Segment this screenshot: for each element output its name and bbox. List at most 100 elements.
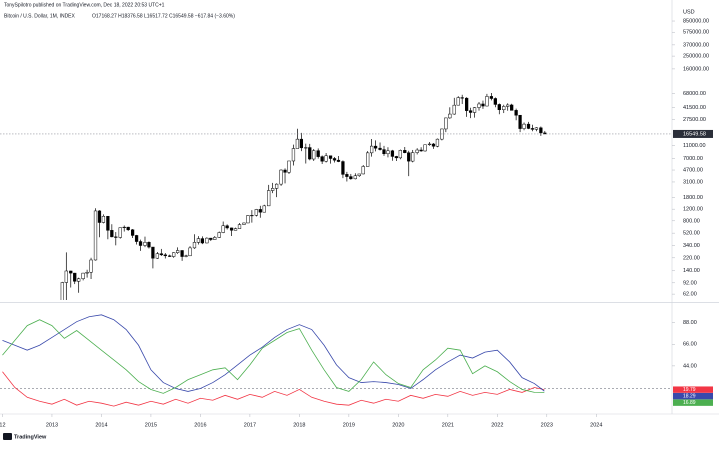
candle-body — [217, 232, 221, 238]
last-value-box — [673, 392, 713, 400]
candle-body — [271, 188, 275, 191]
candle-body — [229, 227, 234, 231]
candle-body — [184, 255, 188, 257]
candle-body — [159, 253, 163, 256]
candle-body — [534, 127, 539, 130]
last-price-box — [673, 129, 713, 138]
x-tick-label: 2021 — [442, 422, 454, 428]
symbol-title: Bitcoin / U.S. Dollar, 1M, INDEX — [4, 13, 76, 19]
candle-body — [213, 237, 217, 240]
last-value-box — [673, 386, 713, 393]
candle-body — [274, 183, 279, 189]
candle-body — [106, 215, 110, 231]
candle-body — [357, 173, 361, 177]
candle-body — [398, 150, 402, 159]
candle-body — [332, 158, 337, 161]
candle-body — [225, 225, 229, 229]
candle-body — [530, 128, 535, 130]
candle-body — [489, 96, 494, 99]
candle-body — [366, 152, 370, 167]
candle-body — [138, 241, 143, 246]
candle-body — [155, 253, 159, 259]
candle-body — [221, 225, 225, 233]
candle-body — [506, 104, 510, 107]
candle-body — [304, 147, 308, 149]
candle-body — [361, 166, 365, 175]
y-tick-label: 44.00 — [683, 363, 697, 369]
candle-body — [411, 152, 415, 162]
candle-body — [267, 190, 271, 207]
watermark: TradingView — [14, 434, 47, 440]
y-tick-label: 520.00 — [683, 231, 700, 237]
candle-body — [258, 209, 262, 213]
candle-body — [64, 270, 68, 283]
candle-body — [324, 155, 328, 162]
candle-body — [497, 104, 501, 110]
y-tick-label: 4700.00 — [683, 167, 703, 173]
candle-body — [468, 110, 473, 113]
candle-body — [382, 149, 386, 155]
y-tick-label: 1800.00 — [683, 195, 703, 201]
candle-body — [209, 237, 213, 240]
candle-body — [192, 242, 197, 249]
y-tick-label: 88.00 — [683, 320, 697, 326]
y-tick-label: 3100.00 — [683, 179, 703, 185]
y-tick-label: 27500.00 — [683, 117, 706, 123]
candle-body — [373, 145, 378, 149]
y-tick-label: 11000.00 — [683, 143, 706, 149]
candle-body — [378, 147, 382, 150]
candle-body — [172, 252, 176, 257]
candle-body — [250, 215, 254, 217]
x-tick-label: 2013 — [46, 422, 58, 428]
logo-icon — [3, 433, 12, 440]
candle-body — [514, 110, 518, 116]
last-value-box — [673, 399, 713, 406]
candle-body — [283, 169, 287, 173]
y-tick-label: 370000.00 — [683, 42, 709, 48]
candle-body — [460, 97, 464, 99]
candle-body — [97, 210, 102, 223]
candle-body — [246, 215, 250, 224]
candle-body — [299, 138, 303, 149]
candle-body — [262, 205, 266, 213]
y-tick-label: 92.00 — [683, 280, 697, 286]
candle-body — [73, 272, 77, 282]
candle-body — [320, 156, 324, 162]
candle-body — [510, 104, 514, 111]
candle-body — [312, 150, 316, 160]
candle-body — [349, 176, 353, 180]
y-tick-label: 800.00 — [683, 218, 700, 224]
candle-body — [89, 259, 93, 273]
candle-body — [200, 238, 205, 244]
candle-body — [254, 209, 258, 216]
x-tick-label: 2020 — [392, 422, 404, 428]
candle-body — [205, 237, 209, 244]
x-tick-label: 2015 — [145, 422, 157, 428]
candle-body — [151, 246, 155, 259]
x-tick-label: 2024 — [590, 422, 602, 428]
x-tick-label: 2014 — [95, 422, 107, 428]
y-tick-label: 340.00 — [683, 243, 700, 249]
candle-body — [543, 132, 547, 135]
candle-body — [353, 175, 357, 180]
last-value-label: 19.79 — [683, 387, 696, 393]
candle-body — [308, 147, 312, 160]
candle-body — [502, 106, 506, 110]
candle-body — [188, 247, 192, 257]
x-tick-label: 2019 — [343, 422, 355, 428]
last-price-label: 16549.58 — [683, 131, 706, 137]
candle-body — [336, 159, 341, 162]
x-tick-label: 2016 — [194, 422, 206, 428]
y-tick-label: 160000.00 — [683, 66, 709, 72]
candle-body — [539, 127, 543, 134]
candle-body — [415, 149, 419, 153]
candle-body — [168, 255, 172, 257]
candle-body — [134, 235, 139, 242]
y-tick-label: 68000.00 — [683, 91, 706, 97]
candle-body — [287, 160, 291, 173]
candle-body — [122, 226, 126, 229]
indicator-line — [2, 314, 545, 392]
